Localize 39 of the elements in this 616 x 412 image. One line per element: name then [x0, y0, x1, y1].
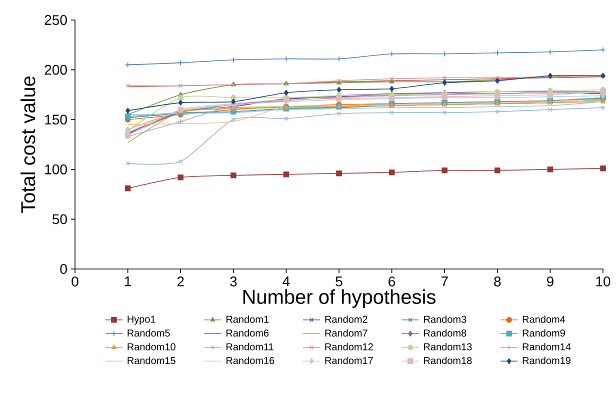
y-tick-label: 50: [52, 214, 67, 224]
x-tick-label: 4: [282, 276, 290, 286]
y-axis-title: Total cost value: [20, 76, 36, 213]
legend-label: Random3: [424, 316, 466, 323]
legend-label: Random12: [325, 343, 373, 350]
legend-label: Random11: [226, 343, 274, 350]
legend-label: Random1: [226, 316, 269, 323]
legend-label: Random8: [424, 329, 466, 337]
x-tick-label: 0: [72, 276, 78, 286]
legend-label: Hypo1: [128, 316, 156, 325]
x-tick-label: 10: [596, 276, 610, 286]
legend-label: Random16: [226, 356, 274, 364]
x-tick-label: 9: [546, 276, 554, 286]
x-tick-label: 7: [441, 276, 448, 286]
x-tick-label: 8: [494, 276, 501, 286]
legend-label: Random13: [424, 343, 472, 350]
legend-label: Random6: [226, 329, 269, 337]
legend-label: Random5: [128, 329, 170, 337]
x-tick-label: 1: [124, 276, 132, 286]
y-tick-label: 200: [44, 64, 67, 75]
legend-label: Random2: [325, 316, 368, 323]
y-tick-label: 250: [44, 15, 67, 25]
y-tick-label: 100: [45, 164, 67, 174]
legend-label: Random10: [128, 343, 176, 350]
x-axis-title: Number of hypothesis: [243, 289, 436, 308]
x-tick-label: 6: [388, 276, 396, 286]
legend-label: Random19: [522, 356, 570, 364]
legend-label: Random14: [522, 343, 571, 350]
legend-label: Random15: [128, 356, 176, 364]
legend-label: Random18: [424, 356, 472, 364]
x-tick-label: 2: [177, 276, 184, 286]
legend-label: Random17: [325, 356, 373, 364]
legend-label: Random4: [522, 316, 566, 323]
x-tick-label: 3: [230, 276, 237, 286]
legend-label: Random7: [325, 329, 368, 337]
y-tick-label: 150: [45, 114, 67, 125]
y-tick-label: 0: [60, 264, 67, 274]
legend-label: Random9: [522, 329, 565, 337]
x-tick-label: 5: [336, 276, 342, 286]
